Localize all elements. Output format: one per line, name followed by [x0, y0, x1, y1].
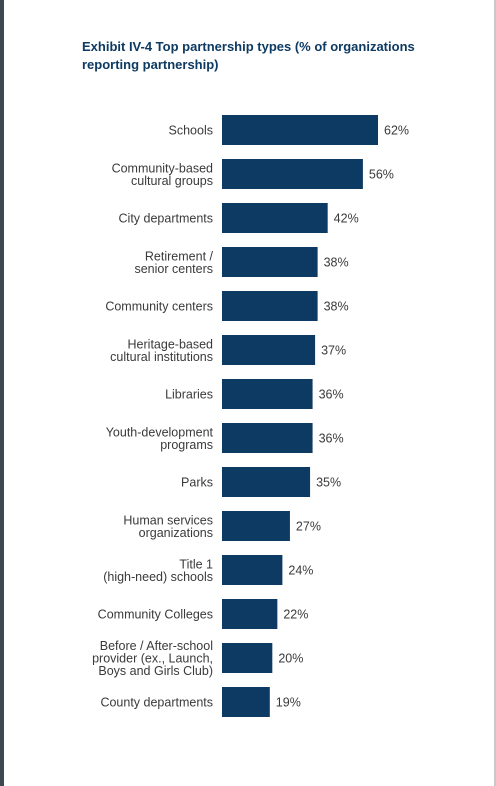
chart-title: Exhibit IV-4 Top partnership types (% of…	[82, 39, 415, 72]
value-label: 20%	[278, 652, 303, 666]
right-border	[494, 0, 496, 786]
value-label: 38%	[324, 256, 349, 270]
category-label: County departments	[100, 696, 213, 710]
category-label: Human services organizations	[123, 513, 213, 540]
category-label: Parks	[181, 476, 213, 490]
category-label: Community centers	[105, 300, 213, 314]
value-label: 19%	[276, 696, 301, 710]
bar	[222, 379, 313, 409]
category-label: Heritage-based cultural institutions	[110, 337, 213, 364]
bar	[222, 467, 311, 497]
value-label: 35%	[316, 476, 341, 490]
bar	[222, 599, 278, 629]
category-label: Libraries	[165, 388, 213, 402]
value-label: 22%	[283, 608, 308, 622]
left-border	[0, 0, 4, 786]
value-label: 24%	[288, 564, 313, 578]
bar	[222, 291, 318, 321]
category-label: Title 1 (high-need) schools	[103, 557, 213, 584]
category-label: Retirement / senior centers	[134, 249, 213, 276]
value-label: 42%	[334, 212, 359, 226]
category-label: Youth-development programs	[106, 425, 214, 452]
bar	[222, 203, 328, 233]
value-label: 27%	[296, 520, 321, 534]
bar	[222, 555, 283, 585]
bar	[222, 115, 378, 145]
value-label: 38%	[324, 300, 349, 314]
category-label: Community Colleges	[98, 608, 213, 622]
category-label: Schools	[169, 124, 213, 138]
bar	[222, 335, 316, 365]
bar	[222, 687, 270, 717]
value-label: 37%	[321, 344, 346, 358]
value-label: 36%	[319, 432, 344, 446]
category-label: Before / After-school provider (ex., Laun…	[92, 639, 213, 678]
bar	[222, 511, 290, 541]
category-label: Community-based cultural groups	[112, 161, 213, 188]
bar	[222, 423, 313, 453]
value-label: 36%	[319, 388, 344, 402]
value-label: 56%	[369, 168, 394, 182]
value-label: 62%	[384, 124, 409, 138]
category-label: City departments	[119, 212, 213, 226]
bar	[222, 159, 363, 189]
bar	[222, 643, 273, 673]
bar	[222, 247, 318, 277]
